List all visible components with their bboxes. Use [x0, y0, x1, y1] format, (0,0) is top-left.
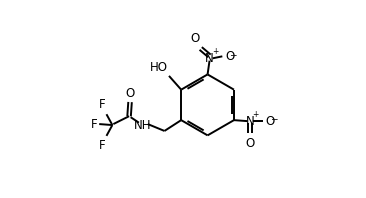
Text: −: −	[229, 50, 237, 59]
Text: +: +	[253, 110, 259, 119]
Text: F: F	[90, 118, 97, 130]
Text: O: O	[246, 137, 255, 150]
Text: N: N	[246, 115, 254, 128]
Text: F: F	[98, 139, 105, 152]
Text: HO: HO	[150, 61, 168, 74]
Text: O: O	[126, 87, 135, 100]
Text: O: O	[266, 115, 275, 128]
Text: O: O	[190, 31, 200, 45]
Text: NH: NH	[134, 119, 152, 131]
Text: −: −	[270, 115, 277, 124]
Text: N: N	[205, 52, 214, 65]
Text: O: O	[225, 50, 235, 63]
Text: +: +	[212, 47, 219, 56]
Text: F: F	[98, 98, 105, 111]
